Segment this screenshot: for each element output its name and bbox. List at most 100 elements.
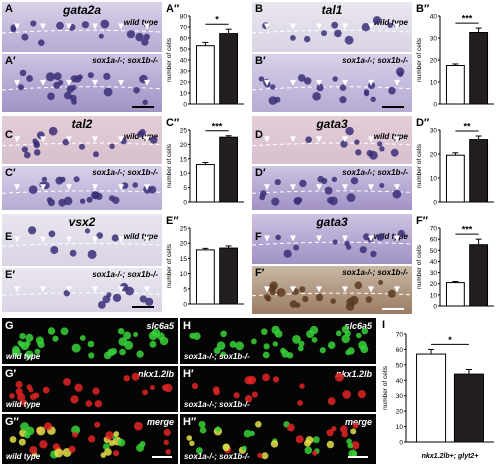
cell-dot (42, 386, 50, 394)
cell-dot (88, 352, 95, 359)
cell-dot (392, 189, 402, 199)
bar-mutant (219, 247, 239, 305)
panel-G-merge-image: G′′ merge wild type (2, 414, 178, 464)
arrowhead-marker (264, 136, 270, 143)
dashed-boundary (252, 29, 412, 34)
arrowhead-marker (118, 286, 124, 293)
cell-dot (396, 67, 405, 76)
cell-dot (339, 84, 347, 91)
chart-panel-label: B′′ (416, 3, 430, 15)
cell-dot (117, 438, 126, 447)
cell-dot (164, 383, 173, 393)
cell-dot (17, 393, 26, 402)
cell-dot (319, 347, 326, 354)
significance-stars: *** (462, 14, 473, 24)
arrowhead-marker (342, 235, 348, 242)
cell-dot (74, 383, 83, 392)
channel-H-merge: merge (344, 417, 372, 427)
panel-C-wildtype-image: tal2 C wild type (2, 116, 162, 164)
cell-dot (304, 77, 312, 85)
cell-dot (321, 30, 327, 37)
arrowhead-marker (264, 23, 270, 30)
arrowhead-marker (316, 79, 322, 86)
arrowhead-marker (290, 184, 296, 191)
channel-H-nkx: nkx1.2lb (335, 369, 372, 379)
cells-H-red (191, 372, 366, 406)
panel-label-G-prime: G′ (5, 368, 17, 380)
arrowhead-marker (394, 136, 400, 143)
chart-panel-label: E′′ (166, 215, 179, 227)
channel-H-slc6a5: slc6a5 (344, 321, 372, 331)
cell-dot (283, 249, 292, 258)
genotype-E-wt: wild type (123, 232, 158, 241)
arrowhead-marker (394, 79, 400, 86)
arrowhead-marker (14, 184, 20, 191)
cell-dot (103, 72, 111, 80)
arrowhead-marker (264, 79, 270, 86)
cell-dot (387, 289, 396, 298)
x-axis-label: nkx1.2lb+; glyt2+ (422, 453, 479, 460)
y-axis-label: number of cells (166, 243, 173, 288)
arrowhead-marker (316, 136, 322, 143)
scale-bar-B (382, 106, 404, 108)
arrowhead-marker (342, 184, 348, 191)
panel-label-A: A (5, 3, 13, 15)
cell-dot (107, 348, 115, 357)
y-axis-label: number of cells (416, 244, 423, 289)
cell-dot (71, 425, 81, 435)
arrowhead-marker (14, 79, 20, 86)
scale-bar-A (132, 106, 154, 108)
cell-dot (365, 296, 373, 303)
cell-dot (294, 198, 301, 205)
cell-dot (98, 33, 104, 39)
cell-dot (222, 443, 230, 452)
panel-H-prime-nkx-image: H′ nkx1.2lb sox1a-/-; sox1b-/- (180, 366, 376, 412)
dashed-boundary (2, 190, 162, 194)
cell-dot (87, 249, 97, 259)
panel-G-prime-nkx-image: G′ nkx1.2lb wild type (2, 366, 178, 412)
cells-G-green (11, 327, 169, 360)
y-tick-label: 20 (180, 142, 188, 149)
cell-dot (346, 297, 355, 307)
genotype-E-mut: sox1a-/-; sox1b-/- (92, 270, 158, 279)
cell-dot (142, 389, 149, 396)
channel-G-nkx: nkx1.2lb (137, 369, 174, 379)
cell-dot (241, 445, 247, 451)
cell-dot (387, 22, 393, 28)
cell-dot (321, 177, 328, 185)
cell-dot (312, 92, 321, 101)
cell-dot (341, 334, 350, 344)
arrowhead-marker (40, 236, 46, 243)
cell-dot (212, 386, 220, 393)
arrowhead-marker (14, 286, 20, 293)
cell-dot (289, 300, 298, 308)
panel-B-mutant-image: B′ sox1a-/-; sox1b-/- (252, 54, 412, 112)
y-tick-label: 60 (396, 347, 404, 354)
cell-dot (79, 335, 86, 341)
cell-dot (354, 139, 360, 145)
y-tick-label: 50 (396, 362, 404, 369)
cells-A-wt (2, 19, 162, 46)
cells-E-wt (2, 226, 162, 259)
cell-dot (330, 298, 336, 304)
arrowhead-marker (264, 235, 270, 242)
panel-E-wildtype-image: vsx2 E wild type (2, 214, 162, 266)
cell-dot (85, 400, 93, 407)
cell-dot (334, 29, 342, 38)
cell-dot (84, 228, 91, 234)
cell-dot (360, 345, 369, 354)
arrowhead-marker (14, 236, 20, 243)
cell-dot (346, 438, 352, 445)
cells-C-wt (2, 126, 162, 159)
arrowhead-marker (118, 79, 124, 86)
cell-dot (30, 393, 37, 400)
arrowhead-marker (264, 184, 270, 191)
cell-dot (355, 149, 362, 156)
cell-dot (11, 347, 21, 357)
y-axis-label: number of cells (416, 143, 423, 188)
cell-dot (342, 390, 351, 399)
cell-dot (324, 186, 333, 195)
cell-dot (262, 351, 270, 359)
arrowhead-marker (118, 236, 124, 243)
cell-dot (139, 441, 146, 447)
